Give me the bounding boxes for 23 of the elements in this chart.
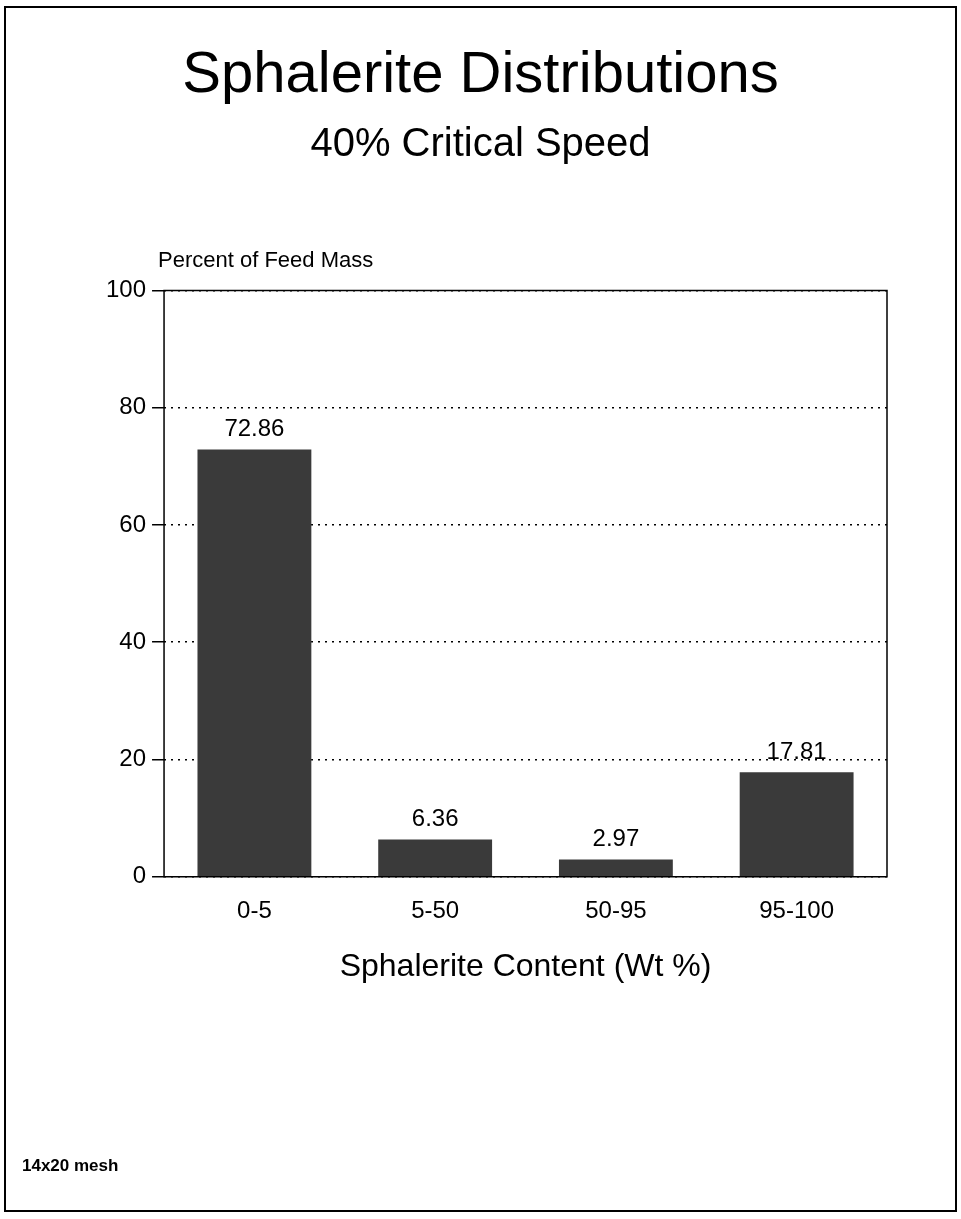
y-tick-label: 60 — [119, 509, 147, 537]
bar — [197, 449, 312, 877]
y-tick-label: 100 — [106, 275, 147, 303]
x-tick-label: 5-50 — [411, 895, 460, 923]
y-tick-label: 0 — [132, 861, 147, 889]
bar — [558, 859, 673, 877]
y-axis-title: Percent of Feed Mass — [158, 247, 374, 273]
x-tick-label: 95-100 — [759, 895, 834, 923]
data-label: 72.86 — [224, 414, 285, 442]
data-label: 2.97 — [592, 824, 640, 852]
x-axis-title: Sphalerite Content (Wt %) — [339, 946, 712, 983]
x-tick-label: 50-95 — [585, 895, 647, 923]
bar — [739, 772, 854, 877]
bar — [378, 839, 493, 877]
chart-subtitle: 40% Critical Speed — [309, 120, 652, 165]
y-tick-label: 40 — [119, 626, 147, 654]
text: 14x20 mesh — [22, 1156, 119, 1176]
chart-title: Sphalerite Distributions — [181, 38, 780, 105]
y-tick-label: 80 — [119, 392, 147, 420]
y-tick-label: 20 — [119, 744, 147, 772]
data-label: 6.36 — [411, 804, 459, 832]
x-tick-label: 0-5 — [237, 895, 272, 923]
data-label: 17.81 — [766, 736, 827, 764]
